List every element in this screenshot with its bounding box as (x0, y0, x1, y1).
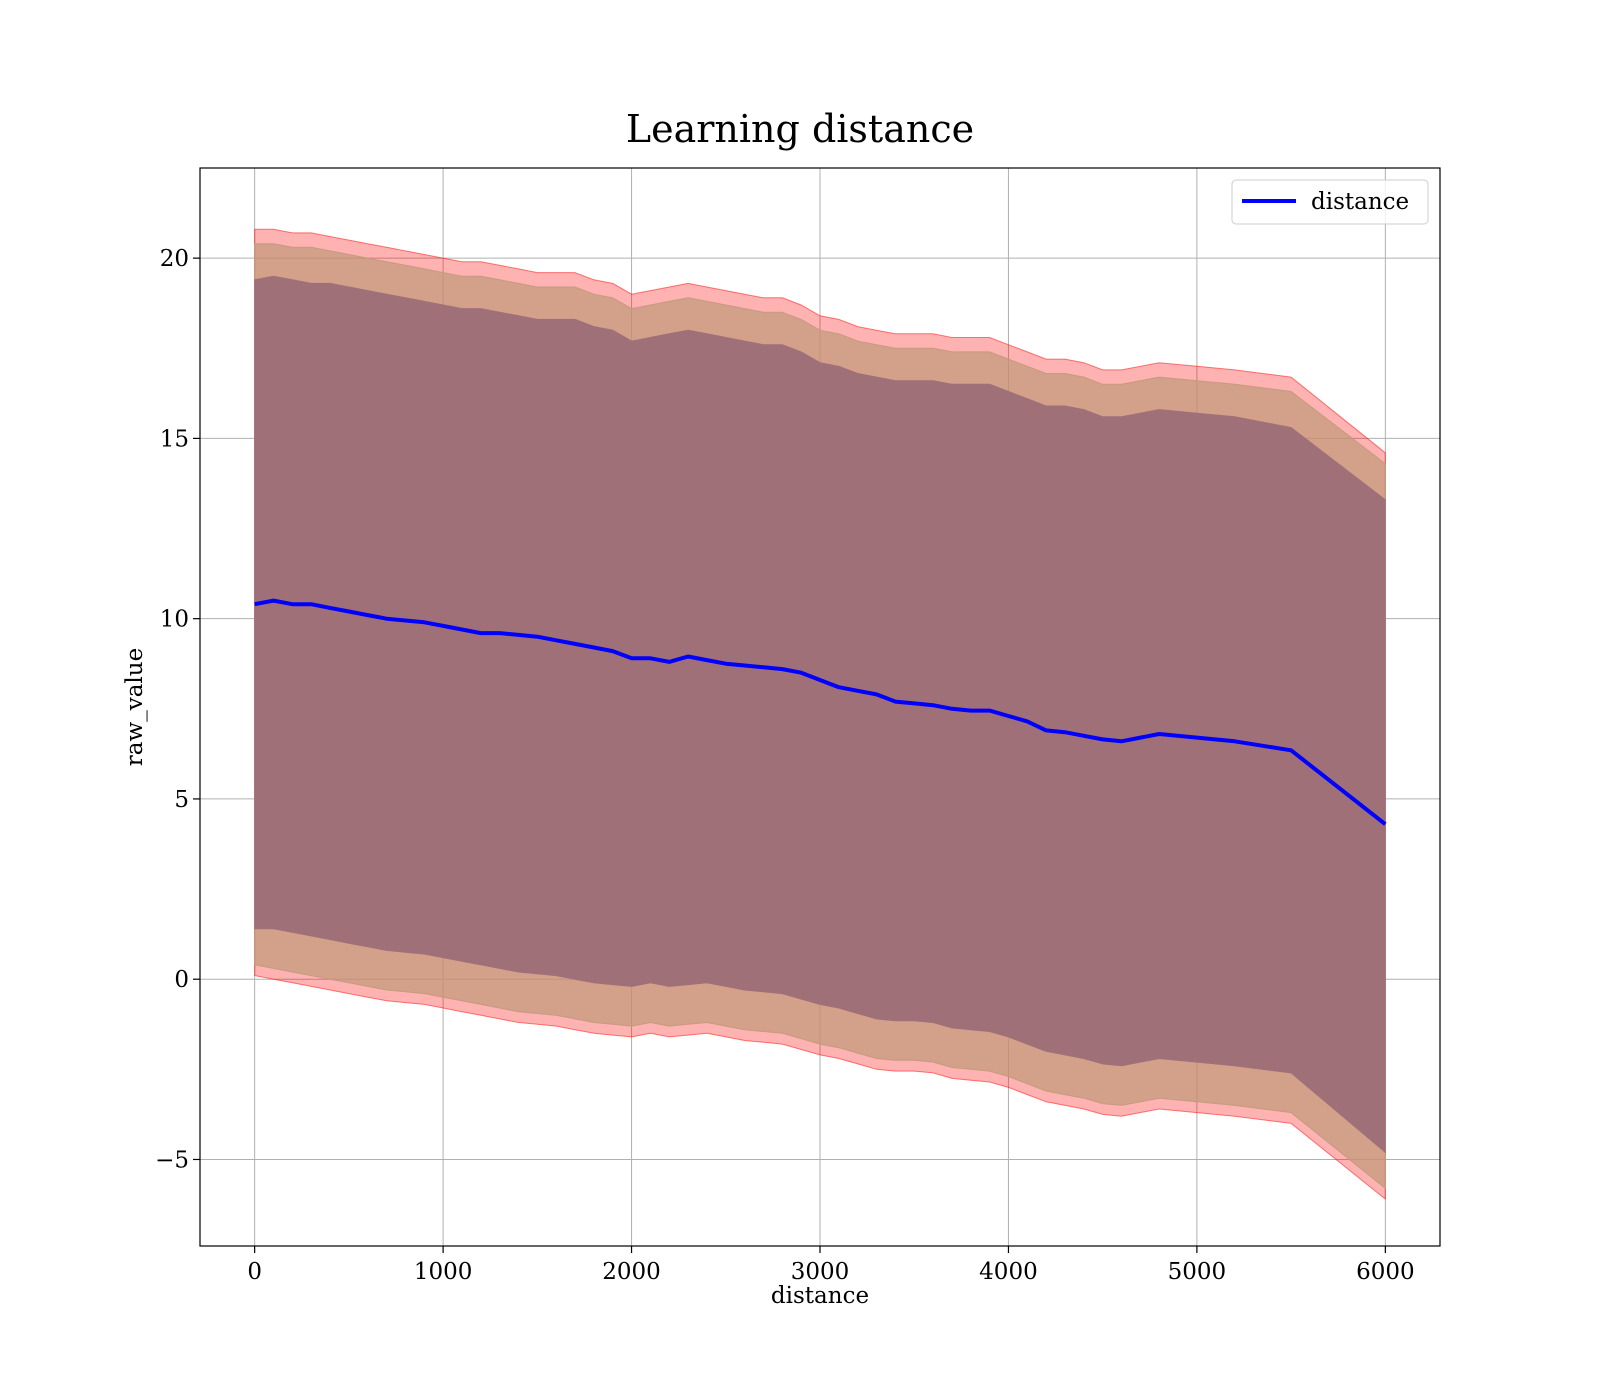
y-tick-label-5: 20 (160, 246, 189, 272)
legend: distance (1231, 179, 1429, 225)
x-tick-label-4: 4000 (979, 1259, 1038, 1285)
x-tick-label-2: 2000 (602, 1259, 661, 1285)
chart-title: Learning distance (626, 107, 974, 151)
x-tick-label-0: 0 (247, 1259, 262, 1285)
series-line-distance (254, 598, 1387, 826)
y-tick-label-3: 10 (160, 607, 189, 633)
band-inner-band (254, 275, 1386, 1154)
x-tick-label-6: 6000 (1356, 1259, 1415, 1285)
series-lines (254, 598, 1387, 826)
y-tick-label-2: 5 (174, 787, 189, 813)
x-axis-label: distance (771, 1283, 869, 1309)
legend-label-distance: distance (1311, 189, 1409, 215)
y-tick-label-1: 0 (174, 967, 189, 993)
confidence-bands (254, 228, 1386, 1201)
y-tick-label-0: −5 (155, 1147, 189, 1173)
x-tick-label-3: 3000 (791, 1259, 850, 1285)
y-axis-ticks: −5 0 5 10 15 20 (155, 246, 200, 1173)
x-axis-ticks: 0 1000 2000 3000 4000 5000 6000 (247, 1246, 1415, 1285)
legend-box (1231, 179, 1429, 225)
x-tick-label-1: 1000 (414, 1259, 473, 1285)
y-axis-label: raw_value (122, 648, 148, 766)
y-tick-label-4: 15 (160, 426, 189, 452)
x-tick-label-5: 5000 (1168, 1259, 1227, 1285)
